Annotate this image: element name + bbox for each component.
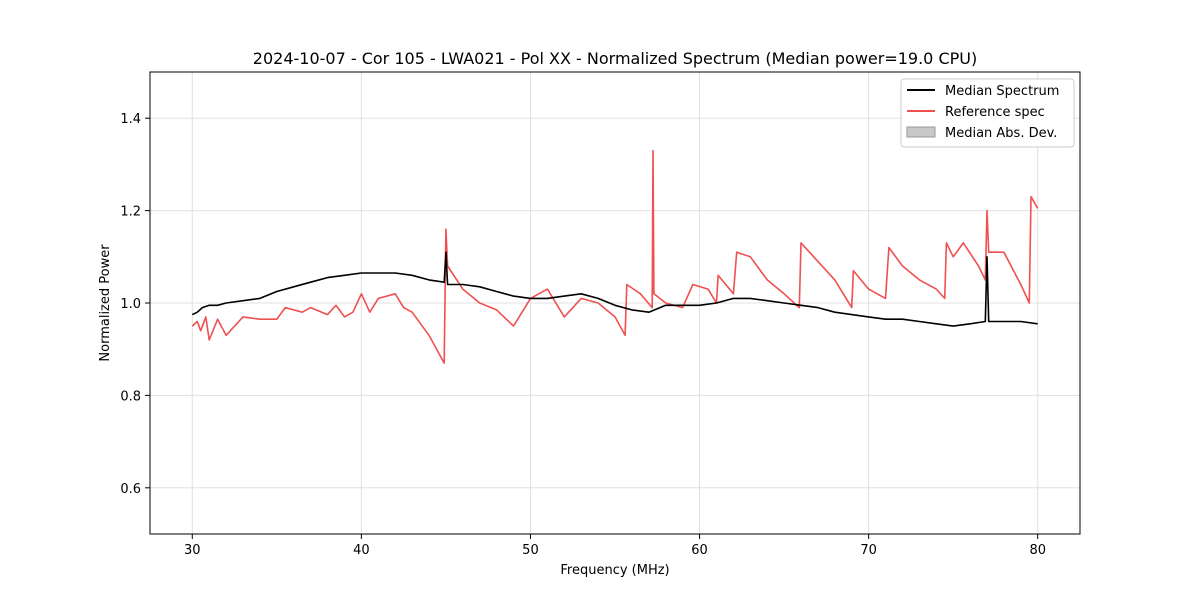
legend: Median Spectrum Reference spec Median Ab… (900, 78, 1075, 148)
series-line-reference-spec (191, 149, 1039, 364)
x-tick-label: 50 (522, 543, 539, 558)
series-layer (191, 149, 1039, 364)
x-tick-label: 70 (860, 543, 877, 558)
tick-layer: 30 40 50 60 70 80 0.6 0.8 1.0 1.2 1.4 (120, 112, 1046, 558)
x-tick-label: 40 (353, 543, 370, 558)
y-tick-label: 0.8 (120, 389, 141, 404)
x-tick-label: 80 (1029, 543, 1046, 558)
y-tick-label: 0.6 (120, 482, 141, 497)
x-tick-label: 30 (184, 543, 201, 558)
chart-title: 2024-10-07 - Cor 105 - LWA021 - Pol XX -… (253, 49, 977, 68)
legend-box (900, 78, 1075, 148)
y-tick-label: 1.0 (120, 297, 141, 312)
legend-label-median: Median Spectrum (945, 84, 1059, 99)
series-line-median-spectrum (191, 251, 1038, 327)
x-axis-label: Frequency (MHz) (560, 563, 669, 578)
legend-label-mad: Median Abs. Dev. (945, 126, 1057, 141)
legend-swatch-mad (906, 126, 936, 138)
x-tick-label: 60 (691, 543, 708, 558)
y-axis-label: Normalized Power (98, 244, 113, 362)
y-tick-label: 1.2 (120, 205, 141, 220)
y-tick-label: 1.4 (120, 112, 141, 127)
legend-label-reference: Reference spec (945, 105, 1045, 120)
